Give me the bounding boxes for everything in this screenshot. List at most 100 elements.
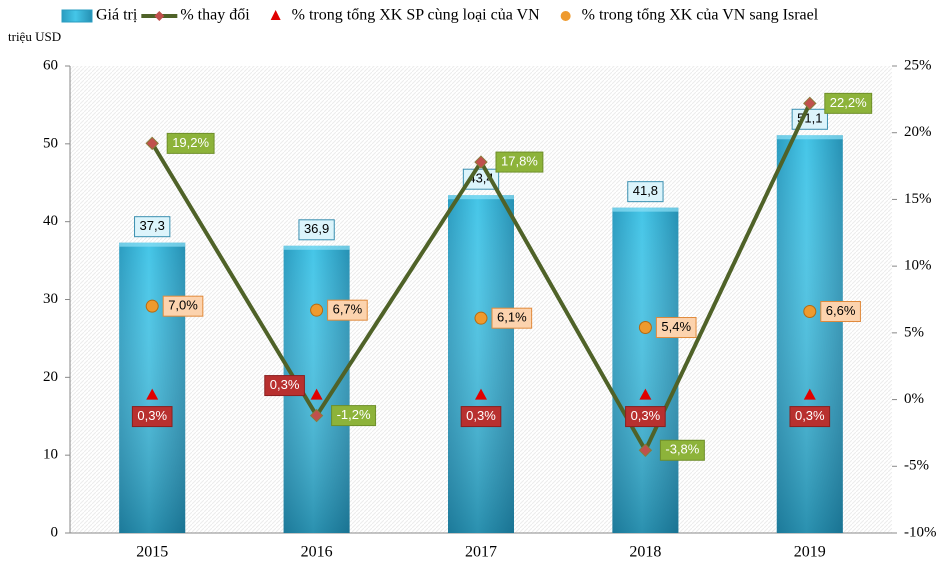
y-tick-label: 60 xyxy=(43,57,58,73)
line-label: -3,8% xyxy=(659,439,705,461)
bar-top xyxy=(283,245,350,250)
bar-label-box xyxy=(134,216,171,238)
bar-shade xyxy=(119,242,186,533)
circle-label-text: 7,0% xyxy=(168,298,198,313)
line-label-text: 22,2% xyxy=(830,95,867,110)
bar-shade xyxy=(448,195,514,533)
line-marker xyxy=(145,136,159,151)
circle-label-text: 6,1% xyxy=(497,310,527,325)
bar-label: 36,9 xyxy=(298,219,335,241)
circle-marker xyxy=(474,311,488,325)
triangle-label: 0,3% xyxy=(625,406,666,428)
y2-tick-label: 25% xyxy=(904,57,932,73)
y2-tick-label: 20% xyxy=(904,124,932,140)
bar-label-box xyxy=(298,219,335,241)
y2-tick-label: -5% xyxy=(904,458,929,474)
circle-label-text: 6,6% xyxy=(826,303,856,318)
circle-label-box xyxy=(162,295,204,317)
line-label: -1,2% xyxy=(331,405,377,427)
triangle-label-box xyxy=(131,406,173,428)
bar-top xyxy=(119,242,186,247)
circle-label-box xyxy=(327,299,368,321)
triangle-marker xyxy=(803,388,816,400)
circle-label: 5,4% xyxy=(655,317,697,339)
circle-label: 6,1% xyxy=(491,307,533,329)
legend-label: % trong tổng XK của VN sang Israel xyxy=(582,7,819,24)
circle-marker xyxy=(310,303,324,317)
bar-label-text: 36,9 xyxy=(304,221,329,236)
circle-label: 7,0% xyxy=(162,295,204,317)
bar-label: 37,3 xyxy=(134,216,171,238)
line-label-box xyxy=(166,132,215,154)
circle-label-box xyxy=(820,301,861,323)
triangle-label-text: 0,3% xyxy=(466,408,496,423)
legend-swatch-marker xyxy=(154,11,165,21)
legend-label: % trong tổng XK SP cùng loại của VN xyxy=(292,7,540,24)
line-marker xyxy=(803,96,817,111)
triangle-label-text: 0,3% xyxy=(631,408,661,423)
bar-top xyxy=(776,135,843,140)
line-label-box xyxy=(824,92,873,114)
line-label: 19,2% xyxy=(166,132,215,154)
y2-tick-label: -10% xyxy=(904,524,937,540)
line-marker xyxy=(474,155,488,169)
x-tick-label: 2019 xyxy=(794,544,826,561)
circle-marker xyxy=(145,299,159,313)
triangle-label-text: 0,3% xyxy=(270,377,300,392)
line-marker xyxy=(638,443,653,457)
y-tick-label: 50 xyxy=(43,135,58,151)
line-label-box xyxy=(495,151,544,173)
line-label: 17,8% xyxy=(495,151,544,173)
y-tick-label: 20 xyxy=(43,369,58,385)
circle-marker xyxy=(638,321,652,335)
y-tick-label: 40 xyxy=(43,213,58,229)
triangle-label-box xyxy=(264,375,305,397)
triangle-label-text: 0,3% xyxy=(795,408,825,423)
y-axis-title: triệu USD xyxy=(8,29,61,44)
triangle-marker xyxy=(310,388,323,400)
y2-tick-label: 0% xyxy=(904,391,924,407)
circle-label-text: 6,7% xyxy=(333,302,363,317)
triangle-label: 0,3% xyxy=(264,375,305,397)
line-marker xyxy=(309,408,324,423)
y2-tick-label: 5% xyxy=(904,324,924,340)
triangle-label-box xyxy=(625,406,666,428)
circle-marker xyxy=(803,305,817,319)
y2-tick-label: 10% xyxy=(904,258,932,274)
bar-label: 41,8 xyxy=(627,181,664,203)
line-label: 22,2% xyxy=(824,92,873,114)
circle-label-box xyxy=(655,317,697,339)
triangle-label: 0,3% xyxy=(789,406,831,428)
bar-shade xyxy=(776,135,843,533)
legend-swatch xyxy=(61,9,93,23)
x-tick-label: 2015 xyxy=(136,544,168,561)
y-tick-label: 0 xyxy=(51,524,59,540)
triangle-marker xyxy=(146,388,159,400)
line-label-text: 19,2% xyxy=(172,135,209,150)
bar-label-text: 41,8 xyxy=(633,183,658,198)
line-label-box xyxy=(659,439,705,461)
line-label-text: 17,8% xyxy=(501,154,538,169)
circle-label: 6,6% xyxy=(820,301,861,323)
bar-label-text: 37,3 xyxy=(140,218,165,233)
x-tick-label: 2016 xyxy=(301,544,333,561)
y-tick-label: 30 xyxy=(43,291,58,307)
bar-shade xyxy=(612,207,679,533)
triangle-label: 0,3% xyxy=(131,406,173,428)
triangle-marker xyxy=(639,388,652,400)
legend-swatch xyxy=(560,11,571,21)
triangle-label-box xyxy=(460,406,502,428)
circle-label-box xyxy=(491,307,533,329)
bar-label-box xyxy=(627,181,664,203)
bar-top xyxy=(448,195,514,200)
triangle-label-box xyxy=(789,406,831,428)
legend-label: % thay đổi xyxy=(180,7,250,24)
triangle-marker xyxy=(475,388,487,400)
triangle-label: 0,3% xyxy=(460,406,502,428)
x-tick-label: 2017 xyxy=(465,544,497,561)
bar-top xyxy=(612,207,679,212)
y2-tick-label: 15% xyxy=(904,191,932,207)
circle-label-text: 5,4% xyxy=(661,319,691,334)
legend-label: Giá trị xyxy=(96,7,138,24)
